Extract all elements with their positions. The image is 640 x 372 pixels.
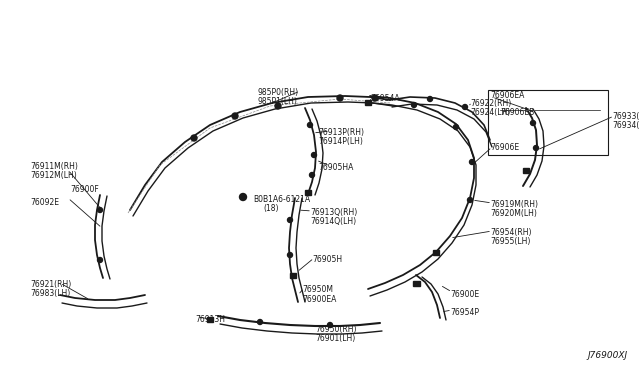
Text: 76906EA: 76906EA: [490, 91, 524, 100]
Bar: [365, 99, 371, 105]
Bar: [305, 189, 311, 195]
Bar: [207, 317, 213, 321]
Text: 76920M(LH): 76920M(LH): [490, 209, 537, 218]
Circle shape: [372, 95, 378, 101]
Text: 76934(LH): 76934(LH): [612, 121, 640, 130]
Text: 76913Q(RH): 76913Q(RH): [310, 208, 357, 217]
Bar: [433, 250, 439, 254]
Text: 76905H: 76905H: [312, 255, 342, 264]
Text: 76901(LH): 76901(LH): [315, 334, 355, 343]
Circle shape: [310, 173, 314, 177]
Text: 76922(RH): 76922(RH): [470, 99, 511, 108]
Text: (18): (18): [263, 204, 278, 213]
Text: 76954P: 76954P: [450, 308, 479, 317]
Text: B0B1A6-6121A: B0B1A6-6121A: [253, 195, 310, 204]
Text: 985P1(LH): 985P1(LH): [258, 97, 298, 106]
Circle shape: [97, 208, 102, 212]
Circle shape: [191, 135, 197, 141]
Circle shape: [463, 105, 467, 109]
Circle shape: [428, 96, 433, 102]
Circle shape: [287, 218, 292, 222]
Text: 76913P(RH): 76913P(RH): [318, 128, 364, 137]
Circle shape: [328, 323, 333, 327]
Circle shape: [312, 153, 317, 157]
Circle shape: [531, 121, 536, 125]
Text: 76900EA: 76900EA: [302, 295, 337, 304]
Text: 76905HA: 76905HA: [318, 163, 353, 172]
Text: 76900F: 76900F: [70, 185, 99, 194]
Text: 76914P(LH): 76914P(LH): [318, 137, 363, 146]
Text: 985P0(RH): 985P0(RH): [258, 88, 299, 97]
Text: J76900XJ: J76900XJ: [588, 351, 628, 360]
Circle shape: [307, 122, 312, 128]
Text: 76906E: 76906E: [490, 143, 519, 152]
Text: 76983(LH): 76983(LH): [30, 289, 70, 298]
Bar: [488, 90, 608, 155]
Circle shape: [232, 113, 238, 119]
Circle shape: [412, 103, 417, 108]
Text: 76914Q(LH): 76914Q(LH): [310, 217, 356, 226]
Text: 76912M(LH): 76912M(LH): [30, 171, 77, 180]
Bar: [523, 167, 529, 173]
Text: 76906EB: 76906EB: [500, 108, 534, 117]
Circle shape: [454, 125, 458, 129]
Text: 76933(RH): 76933(RH): [612, 112, 640, 121]
Text: 76954(RH): 76954(RH): [490, 228, 531, 237]
Text: 76954A: 76954A: [370, 94, 399, 103]
Circle shape: [467, 198, 472, 202]
Circle shape: [470, 160, 474, 164]
Text: 76950M: 76950M: [302, 285, 333, 294]
Text: 76913H: 76913H: [195, 315, 225, 324]
Circle shape: [534, 145, 538, 151]
Text: 76092E: 76092E: [30, 198, 59, 207]
Text: 76955(LH): 76955(LH): [490, 237, 531, 246]
Circle shape: [287, 253, 292, 257]
Text: 76950(RH): 76950(RH): [315, 325, 356, 334]
Circle shape: [239, 193, 246, 201]
Bar: [290, 273, 296, 278]
Bar: [413, 280, 419, 285]
Text: 76921(RH): 76921(RH): [30, 280, 71, 289]
Text: 76900E: 76900E: [450, 290, 479, 299]
Text: 76911M(RH): 76911M(RH): [30, 162, 78, 171]
Text: 76919M(RH): 76919M(RH): [490, 200, 538, 209]
Circle shape: [337, 95, 343, 101]
Circle shape: [275, 103, 281, 109]
Circle shape: [257, 320, 262, 324]
Circle shape: [97, 257, 102, 263]
Text: 76924(LH): 76924(LH): [470, 108, 510, 117]
